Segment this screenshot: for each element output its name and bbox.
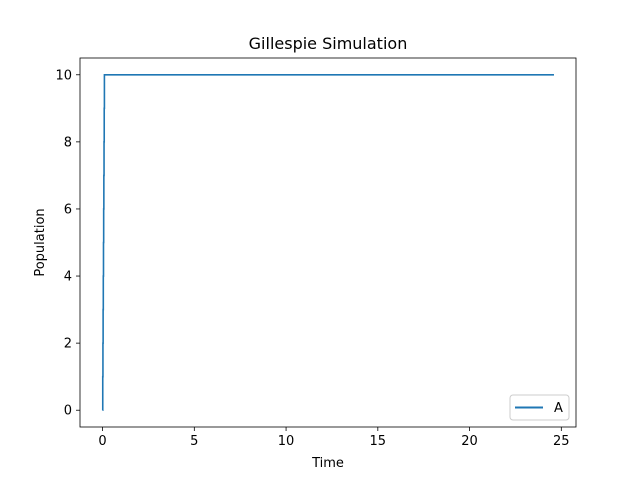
y-axis-label: Population [33, 208, 48, 276]
plot-area-background [80, 58, 576, 427]
legend: A [509, 394, 570, 421]
x-tick-label: 10 [278, 434, 295, 449]
series-line-a [101, 73, 554, 412]
y-axis-ticks: 0 2 4 6 8 10 [55, 68, 80, 419]
x-axis-ticks: 0 5 10 15 20 25 [98, 427, 570, 449]
x-axis-label: Time [311, 456, 344, 471]
x-tick-label: 15 [370, 434, 387, 449]
x-tick-label: 25 [553, 434, 570, 449]
y-tick-label: 6 [64, 202, 72, 217]
y-tick-label: 10 [55, 68, 72, 83]
x-tick-label: 20 [461, 434, 478, 449]
series-layer [101, 73, 554, 412]
y-tick-label: 2 [64, 337, 72, 352]
y-tick-label: 0 [64, 404, 72, 419]
plot-frame [79, 57, 577, 428]
x-tick-label: 0 [98, 434, 106, 449]
y-tick-label: 8 [64, 135, 72, 150]
x-tick-label: 5 [190, 434, 198, 449]
chart-title: Gillespie Simulation [249, 34, 408, 53]
y-tick-label: 4 [64, 270, 72, 285]
legend-label: A [554, 401, 563, 416]
